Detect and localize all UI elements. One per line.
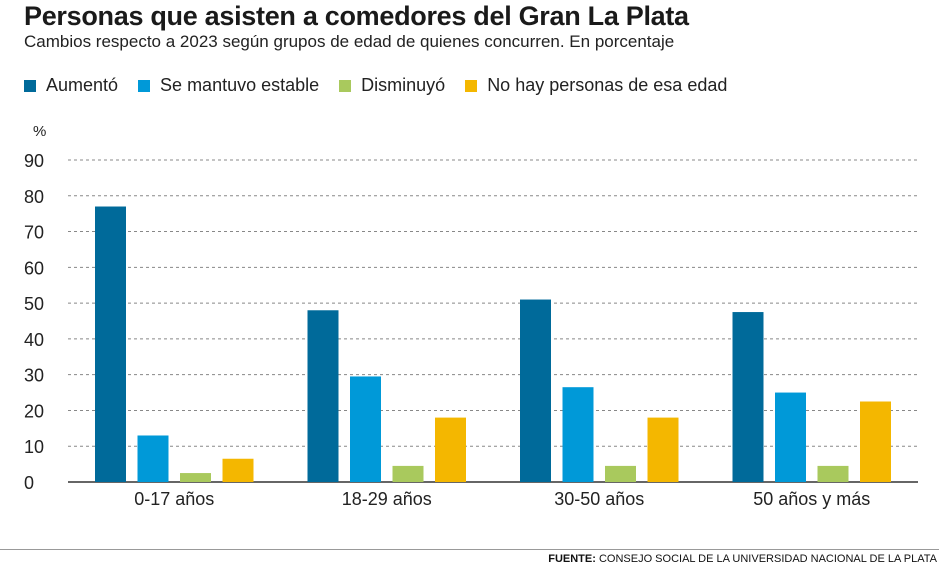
source-text: CONSEJO SOCIAL DE LA UNIVERSIDAD NACIONA…	[598, 553, 937, 565]
legend-item-estable: Se mantuvo estable	[138, 75, 319, 96]
y-axis: % 0 10 20 30 40 50 60 70 80 90	[24, 123, 46, 493]
legend-item-sin-personas: No hay personas de esa edad	[465, 75, 727, 96]
bars	[95, 206, 891, 482]
bar	[817, 465, 849, 482]
legend-swatch	[138, 79, 151, 92]
y-tick-label: 0	[24, 473, 34, 493]
legend-label: Disminuyó	[361, 75, 446, 95]
bar	[605, 465, 636, 482]
x-tick-label: 0-17 años	[134, 489, 214, 509]
bar	[647, 417, 679, 482]
legend-swatch	[24, 79, 36, 92]
legend-item-disminuyo: Disminuyó	[339, 75, 445, 96]
bar	[520, 299, 551, 482]
legend-label: No hay personas de esa edad	[487, 75, 728, 95]
y-tick-label: 70	[24, 223, 44, 243]
y-tick-label: 40	[24, 330, 44, 350]
chart-title: Personas que asisten a comedores del Gra…	[24, 1, 689, 31]
y-tick-label: 80	[24, 187, 44, 207]
bar	[860, 401, 891, 482]
footer-divider	[0, 549, 939, 550]
bar	[180, 473, 211, 482]
bar	[350, 376, 381, 482]
bar	[222, 458, 254, 482]
legend-label: Se mantuvo estable	[160, 75, 320, 95]
legend: Aumentó Se mantuvo estable Disminuyó No …	[24, 75, 747, 96]
bar	[392, 465, 424, 482]
chart-subtitle: Cambios respecto a 2023 según grupos de …	[24, 32, 675, 51]
y-axis-unit: %	[33, 123, 46, 140]
bar	[307, 310, 339, 482]
bar	[732, 312, 764, 482]
y-tick-label: 90	[24, 151, 44, 171]
bar	[137, 435, 169, 482]
x-tick-label: 30-50 años	[554, 489, 644, 509]
x-axis: 0-17 años 18-29 años 30-50 años 50 años y m…	[134, 489, 870, 509]
x-tick-label: 50 años y más	[753, 489, 870, 509]
legend-swatch	[465, 79, 478, 92]
y-tick-label: 30	[24, 366, 44, 386]
legend-label: Aumentó	[46, 75, 119, 95]
legend-item-aumento: Aumentó	[24, 75, 118, 96]
y-tick-label: 60	[24, 258, 44, 278]
bar	[562, 387, 594, 482]
bar	[435, 417, 466, 482]
bar	[95, 206, 126, 482]
y-tick-label: 10	[24, 437, 44, 457]
legend-swatch	[339, 79, 352, 92]
source-note: FUENTE: CONSEJO SOCIAL DE LA UNIVERSIDAD…	[548, 553, 937, 565]
source-label: FUENTE:	[548, 553, 596, 565]
bar	[775, 392, 806, 482]
y-tick-label: 50	[24, 294, 44, 314]
bar-chart: % 0 10 20 30 40 50 60 70 80 90 0-17 años 18-29 años…	[24, 123, 918, 509]
y-tick-label: 20	[24, 401, 44, 421]
x-tick-label: 18-29 años	[342, 489, 432, 509]
